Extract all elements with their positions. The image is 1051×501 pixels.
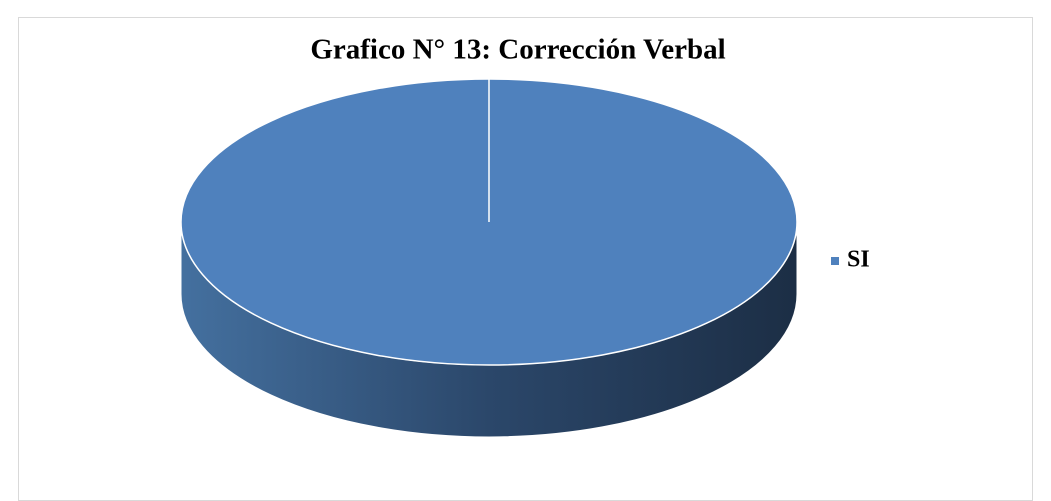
legend-swatch (831, 257, 839, 265)
legend-label: SI (847, 247, 870, 273)
chart-title: Grafico N° 13: Corrección Verbal (310, 34, 725, 66)
